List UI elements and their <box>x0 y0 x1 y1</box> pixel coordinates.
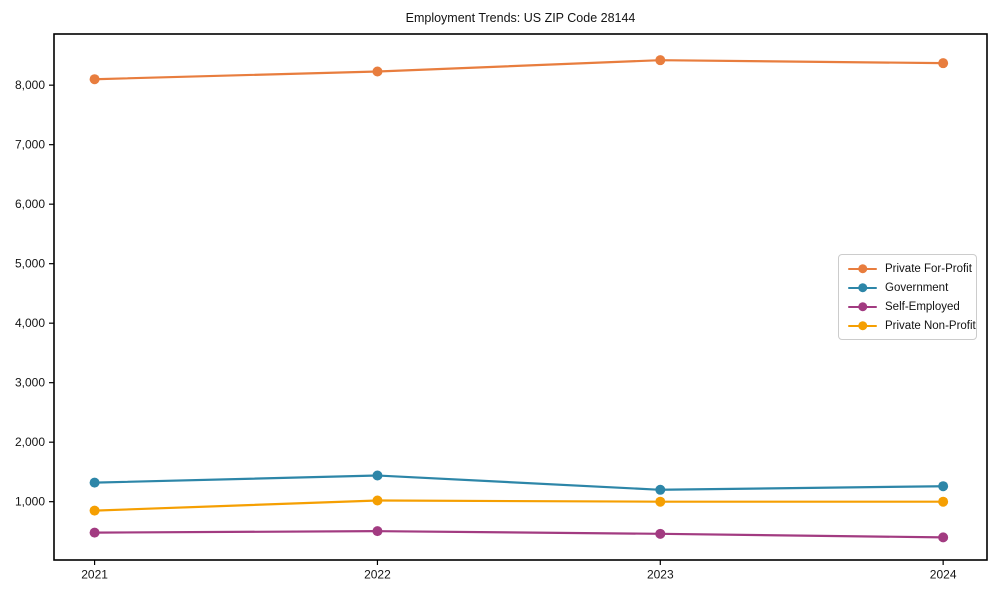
y-tick-label: 1,000 <box>15 495 45 509</box>
legend-marker-icon <box>848 263 877 274</box>
y-tick-label: 2,000 <box>15 435 45 449</box>
legend-item-self-employed: Self-Employed <box>848 301 967 313</box>
y-tick-label: 7,000 <box>15 138 45 152</box>
x-tick-label: 2021 <box>81 568 108 582</box>
series-line-government <box>93 474 945 491</box>
x-tick-label: 2022 <box>364 568 391 582</box>
legend-marker-icon <box>848 301 877 312</box>
data-point-government-2023 <box>655 484 666 495</box>
data-point-private-for-profit-2022 <box>372 66 383 77</box>
data-point-private-for-profit-2023 <box>655 55 666 66</box>
y-tick-label: 6,000 <box>15 197 45 211</box>
legend-dot-swatch <box>857 320 868 331</box>
x-tick-label: 2023 <box>647 568 674 582</box>
chart-title: Employment Trends: US ZIP Code 28144 <box>405 11 636 25</box>
data-point-private-non-profit-2022 <box>372 495 383 506</box>
data-point-private-non-profit-2024 <box>938 496 949 507</box>
data-point-private-non-profit-2021 <box>89 505 100 516</box>
legend: Private For-Profit Government Self-Employe… <box>838 254 977 340</box>
legend-item-government: Government <box>848 282 967 294</box>
y-tick-label: 8,000 <box>15 78 45 92</box>
y-tick-label: 5,000 <box>15 257 45 271</box>
series-line-self-employed <box>93 530 945 539</box>
legend-marker-icon <box>848 282 877 293</box>
data-point-self-employed-2024 <box>938 532 949 543</box>
legend-marker-icon <box>848 320 877 331</box>
y-tick-label: 3,000 <box>15 376 45 390</box>
legend-label: Self-Employed <box>885 300 960 313</box>
data-point-government-2022 <box>372 470 383 481</box>
data-point-private-for-profit-2021 <box>89 74 100 85</box>
legend-dot-swatch <box>857 301 868 312</box>
data-point-private-non-profit-2023 <box>655 496 666 507</box>
legend-dot-swatch <box>857 263 868 274</box>
data-point-government-2021 <box>89 477 100 488</box>
plot-border <box>53 33 988 561</box>
legend-label: Government <box>885 281 949 294</box>
series-line-private-non-profit <box>93 499 945 512</box>
legend-label: Private Non-Profit <box>885 319 976 332</box>
series-line-private-for-profit <box>93 59 945 81</box>
legend-item-private-non-profit: Private Non-Profit <box>848 320 976 332</box>
legend-item-private-for-profit: Private For-Profit <box>848 263 972 275</box>
data-point-private-for-profit-2024 <box>938 58 949 69</box>
y-tick-label: 4,000 <box>15 316 45 330</box>
data-point-self-employed-2023 <box>655 528 666 539</box>
data-point-government-2024 <box>938 481 949 492</box>
data-point-self-employed-2021 <box>89 527 100 538</box>
legend-label: Private For-Profit <box>885 262 972 275</box>
legend-dot-swatch <box>857 282 868 293</box>
x-tick-label: 2024 <box>930 568 957 582</box>
data-point-self-employed-2022 <box>372 526 383 537</box>
